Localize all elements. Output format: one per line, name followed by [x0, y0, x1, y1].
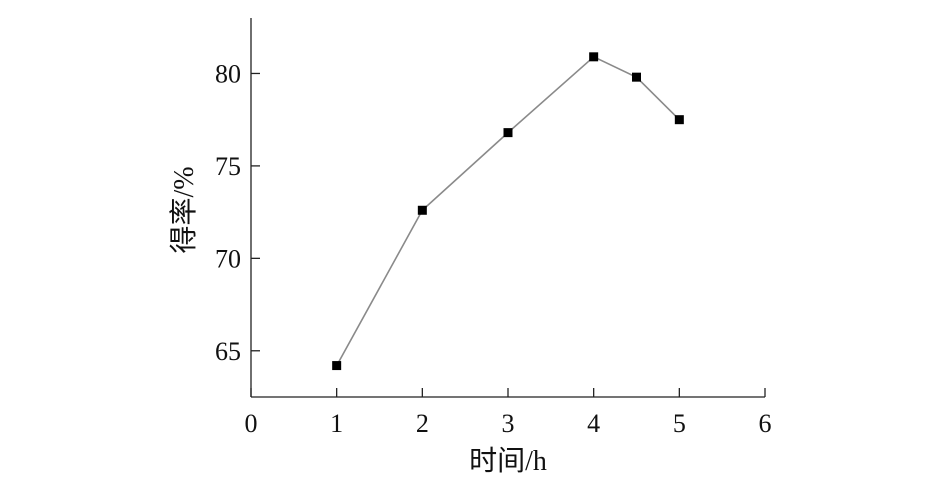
x-tick-label: 3 [502, 409, 515, 438]
x-tick-label: 2 [416, 409, 429, 438]
y-tick-label: 70 [215, 244, 241, 273]
series-group [332, 52, 684, 371]
series-line [335, 55, 680, 366]
y-axis-title: 得率/% [168, 166, 200, 253]
x-tick-label: 1 [330, 409, 343, 438]
data-point-marker [632, 72, 641, 82]
axes [250, 18, 765, 398]
y-tick-label: 75 [215, 152, 241, 181]
y-axis-ticks: 65 70 75 80 [215, 59, 260, 366]
x-tick-label: 0 [245, 409, 258, 438]
x-axis-ticks: 0 1 2 3 4 5 6 [245, 388, 772, 438]
x-tick-label: 5 [673, 409, 686, 438]
x-tick-label: 6 [759, 409, 772, 438]
x-axis-title: 时间/h [469, 445, 547, 477]
y-tick-label: 65 [215, 337, 241, 366]
data-point-marker [503, 128, 513, 138]
data-point-marker [589, 52, 599, 62]
data-point-marker [417, 205, 427, 215]
data-point-marker [332, 361, 342, 371]
y-tick-label: 80 [215, 59, 241, 88]
x-tick-label: 4 [587, 409, 600, 438]
data-point-marker [674, 115, 684, 125]
